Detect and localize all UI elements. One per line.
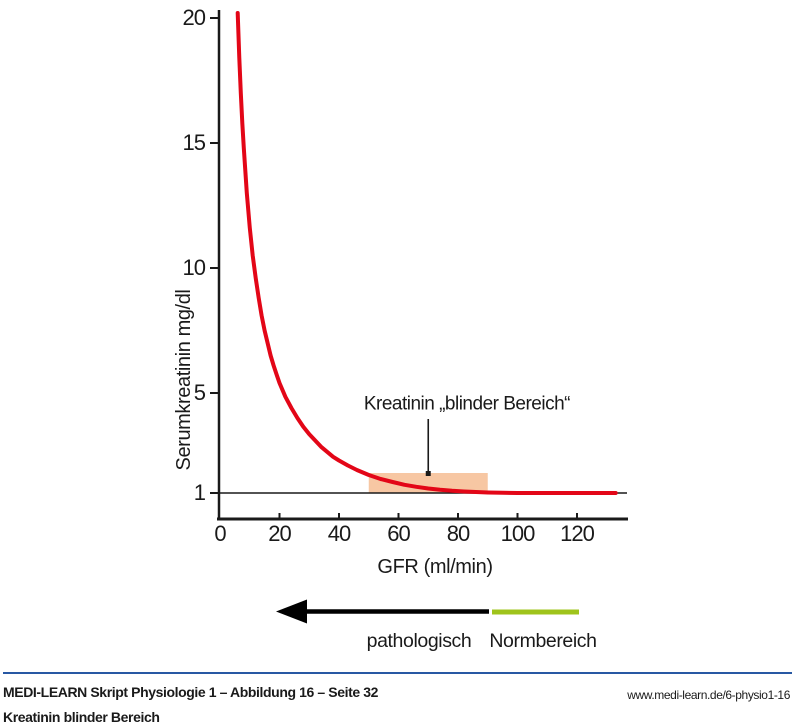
y-tick-label: 5 bbox=[194, 380, 206, 405]
footer-url: www.medi-learn.de/6-physio1-16 bbox=[627, 688, 790, 702]
x-tick-label: 120 bbox=[560, 521, 594, 546]
y-tick-label: 10 bbox=[183, 255, 206, 280]
annotation-label: Kreatinin „blinder Bereich“ bbox=[364, 393, 570, 414]
pathologic-label: pathologisch bbox=[367, 630, 472, 652]
footer-source-line: MEDI-LEARN Skript Physiologie 1 – Abbild… bbox=[3, 684, 378, 700]
footer-caption: Kreatinin blinder Bereich bbox=[3, 709, 160, 725]
normal-range-label: Normbereich bbox=[489, 630, 596, 652]
blind-region-highlight bbox=[368, 473, 488, 493]
x-tick-label: 40 bbox=[328, 521, 351, 546]
x-tick-label: 0 bbox=[214, 521, 226, 546]
y-tick-label: 1 bbox=[194, 480, 206, 505]
x-axis-title: GFR (ml/min) bbox=[377, 556, 492, 578]
serum-creatinine-curve bbox=[235, 11, 618, 495]
y-tick-label: 15 bbox=[183, 130, 206, 155]
y-axis-title: Serumkreatinin mg/dl bbox=[173, 290, 195, 471]
y-tick-label: 20 bbox=[183, 5, 206, 30]
x-tick-label: 60 bbox=[387, 521, 410, 546]
footer-rule bbox=[3, 672, 792, 674]
x-axis-ticks: 0 20 40 60 80 100 120 bbox=[214, 513, 596, 546]
pathologic-arrow-head bbox=[276, 599, 307, 624]
direction-legend: pathologisch Normbereich bbox=[276, 599, 597, 652]
x-tick-label: 20 bbox=[268, 521, 291, 546]
x-tick-label: 80 bbox=[447, 521, 470, 546]
annotation-arrow-head bbox=[425, 471, 431, 476]
x-tick-label: 100 bbox=[501, 521, 535, 546]
